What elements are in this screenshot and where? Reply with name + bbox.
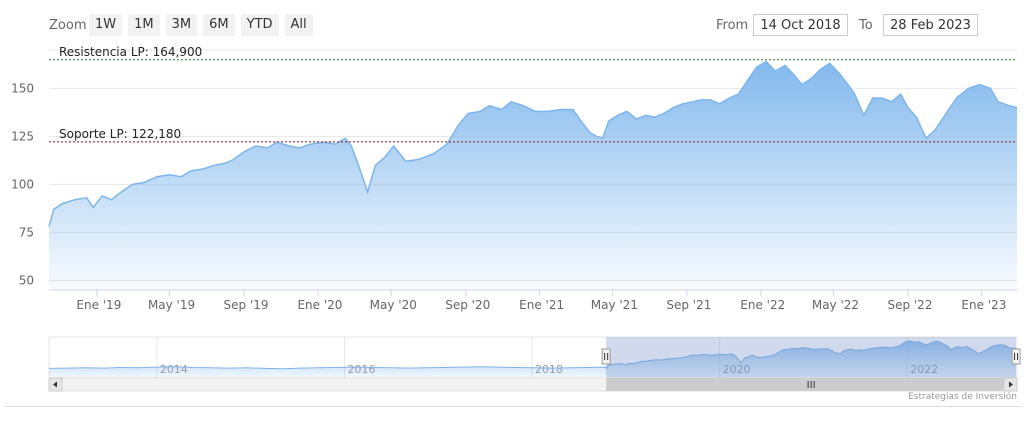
x-axis: Ene '19 May '19 Sep '19 Ene '20 May '20 Sep '…: [49, 289, 1017, 312]
x-tick-label: Ene '20: [297, 298, 342, 312]
navigator-right-handle[interactable]: [1011, 348, 1021, 365]
y-axis: 50 75 100 125 150: [11, 81, 34, 287]
navigator-line: [48, 340, 1017, 371]
zoom-label: Zoom: [49, 18, 87, 33]
zoom-all-button[interactable]: All: [284, 14, 313, 36]
bottom-divider: [4, 406, 1022, 407]
x-tick-label: Sep '21: [666, 298, 711, 312]
annotation-label: Resistencia LP: 164,900: [59, 45, 202, 59]
from-date-input[interactable]: 14 Oct 2018: [753, 14, 848, 36]
x-tick-label: Ene '21: [519, 298, 564, 312]
zoom-6m-button[interactable]: 6M: [203, 14, 235, 36]
y-tick-label: 150: [11, 81, 34, 95]
zoom-buttons: 1W 1M 3M 6M YTD All: [89, 14, 313, 36]
x-tick-label: May '19: [148, 298, 195, 312]
navigator: 20142016201820202022: [48, 336, 1021, 392]
x-tick-label: Ene '19: [76, 298, 121, 312]
range-selector-toolbar: Zoom 1W 1M 3M 6M YTD All From 14 Oct 201…: [0, 0, 1036, 50]
y-tick-label: 50: [19, 273, 34, 287]
zoom-3m-button[interactable]: 3M: [165, 14, 198, 36]
to-label: To: [859, 18, 873, 33]
x-tick-label: May '20: [370, 298, 417, 312]
handle-body: [601, 348, 611, 365]
price-area: [49, 61, 1017, 290]
zoom-1m-button[interactable]: 1M: [128, 14, 160, 36]
navigator-selection: [606, 337, 1017, 378]
y-tick-label: 100: [11, 177, 34, 191]
navigator-left-handle[interactable]: [601, 348, 611, 365]
y-tick-label: 125: [11, 129, 34, 143]
x-tick-label: May '22: [812, 298, 859, 312]
y-tick-label: 75: [19, 225, 34, 239]
x-tick-label: Ene '23: [961, 298, 1006, 312]
annotation-label: Soporte LP: 122,180: [59, 127, 181, 141]
zoom-1w-button[interactable]: 1W: [89, 14, 123, 36]
x-tick-label: Sep '19: [224, 298, 269, 312]
x-tick-label: Sep '22: [887, 298, 932, 312]
chevron-right-icon: [1009, 381, 1013, 388]
price-line: [48, 60, 1018, 227]
annotations: Resistencia LP: 164,900 Soporte LP: 122,1…: [49, 45, 1017, 143]
to-date-input[interactable]: 28 Feb 2023: [883, 14, 978, 36]
from-label: From: [716, 18, 749, 33]
x-tick-label: Ene '22: [740, 298, 785, 312]
x-tick-label: Sep '20: [445, 298, 490, 312]
handle-body: [1011, 348, 1021, 365]
chevron-left-icon: [53, 381, 57, 388]
zoom-ytd-button[interactable]: YTD: [240, 14, 279, 36]
x-tick-label: May '21: [591, 298, 638, 312]
credits-text: Estrategias de Inversión: [908, 392, 1017, 402]
